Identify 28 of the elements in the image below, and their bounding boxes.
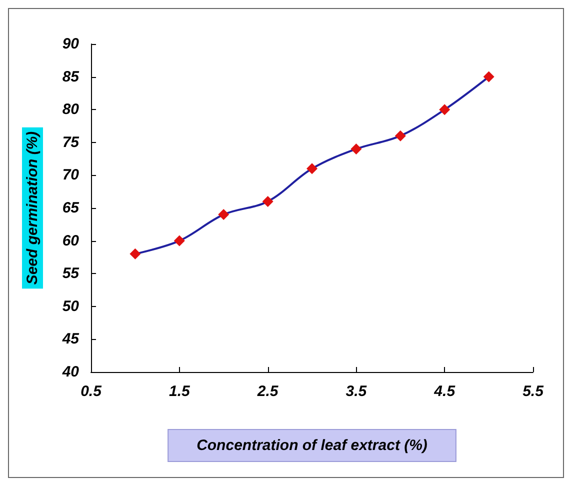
y-tick-label: 55 [62, 265, 80, 282]
x-tick-label: 1.5 [168, 383, 190, 400]
x-tick-label: 3.5 [346, 383, 368, 400]
point [439, 104, 450, 116]
point [394, 130, 406, 142]
point [262, 196, 274, 207]
point [130, 248, 141, 260]
x-tick-label: 5.5 [522, 383, 544, 400]
y-tick-label: 65 [62, 200, 80, 216]
point [350, 143, 362, 154]
y-tick-label: 50 [62, 298, 80, 315]
y-tick-label: 85 [62, 68, 80, 86]
y-tick-label: 75 [62, 134, 80, 151]
point [218, 209, 230, 220]
y-tick-label: 60 [62, 232, 80, 250]
y-tick-label: 90 [62, 36, 80, 52]
x-tick-label: 2.5 [256, 383, 279, 400]
y-axis-title: Seed germination (%) [24, 131, 41, 285]
point [306, 163, 318, 174]
y-tick-label: 40 [61, 364, 80, 380]
point [483, 71, 494, 82]
y-tick-label: 70 [62, 166, 80, 184]
x-axis-title: Concentration of leaf extract (%) [196, 437, 428, 454]
y-tick-label: 80 [62, 101, 80, 118]
y-tick-label: 45 [61, 330, 80, 348]
x-tick-label: 4.5 [433, 383, 456, 400]
x-tick-label: 0.5 [80, 383, 102, 400]
point [174, 235, 185, 246]
